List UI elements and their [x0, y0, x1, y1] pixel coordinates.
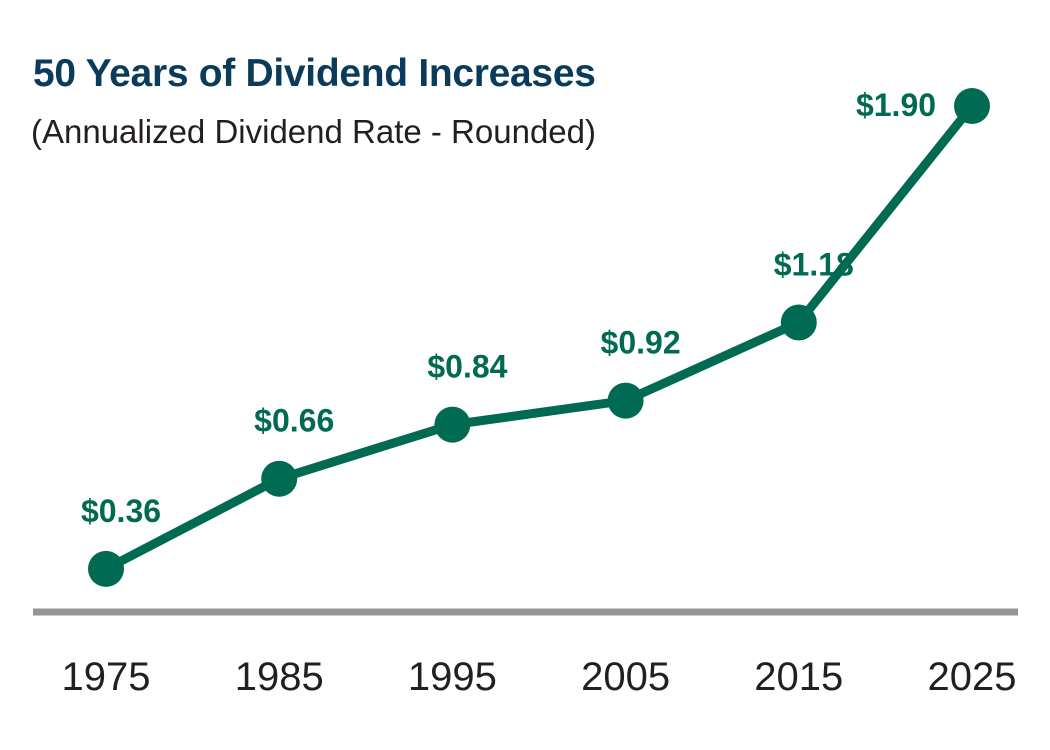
data-label: $0.84	[427, 349, 507, 385]
x-tick-label: 2015	[754, 655, 843, 699]
chart-subtitle: (Annualized Dividend Rate - Rounded)	[31, 113, 596, 150]
data-point	[261, 460, 298, 497]
series-line	[103, 103, 976, 573]
x-tick-label: 1995	[408, 655, 497, 699]
data-point	[434, 406, 471, 443]
data-point	[607, 382, 644, 419]
data-label: $0.92	[601, 325, 681, 361]
data-point	[780, 304, 817, 341]
x-tick-label: 2005	[581, 655, 670, 699]
data-point	[954, 88, 990, 125]
data-label: $1.90	[856, 87, 936, 123]
data-label: $0.36	[81, 493, 161, 529]
x-tick-label: 1985	[235, 655, 324, 699]
data-label: $0.66	[254, 403, 334, 439]
data-label: $1.18	[774, 246, 854, 282]
data-point	[88, 550, 124, 587]
chart-title: 50 Years of Dividend Increases	[33, 52, 596, 95]
x-tick-label: 2025	[928, 655, 1017, 699]
x-tick-label: 1975	[62, 655, 151, 699]
